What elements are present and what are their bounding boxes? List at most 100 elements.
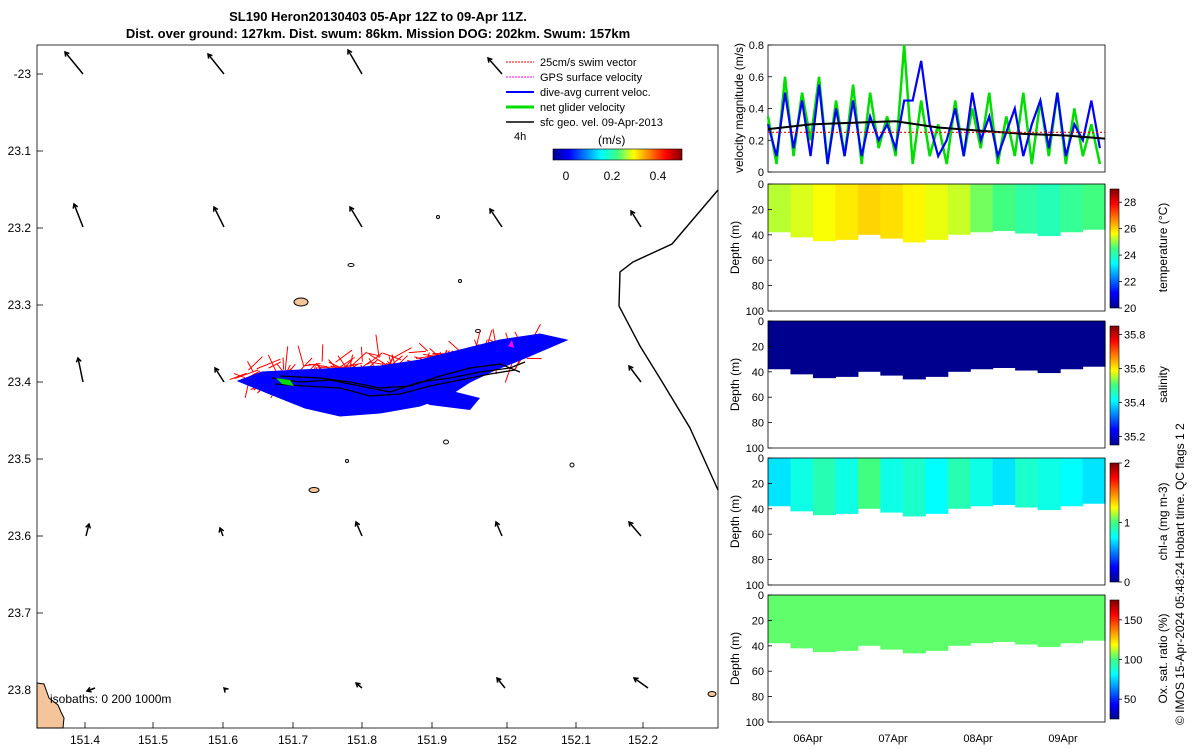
section-y-tick-label: 60: [752, 666, 764, 678]
section-data-block: [970, 184, 994, 233]
map-y-tick-label: 23.3: [8, 298, 32, 312]
section-data-block: [1060, 321, 1084, 370]
reef-island: [308, 487, 320, 493]
swim-vector: [408, 350, 427, 354]
swim-vector: [418, 342, 429, 352]
legend-label-geo: sfc geo. vel. 09-Apr-2013: [540, 117, 663, 129]
section-y-tick-label: 60: [752, 392, 764, 404]
section-data-block: [790, 321, 814, 375]
section-ylabel: Depth (m): [728, 358, 742, 411]
glider-track-line: [271, 361, 526, 393]
glider-track-line: [274, 369, 516, 397]
section-data-block: [1037, 321, 1061, 374]
geo-arrow: [207, 53, 225, 75]
section-data-block: [1015, 458, 1039, 508]
section-colorbar-label: chl-a (mg m-3): [1156, 482, 1170, 560]
section-data-block: [1082, 184, 1106, 230]
section-data-block: [925, 184, 949, 240]
geo-arrow-head: [354, 682, 361, 688]
map-y-tick-label: 23.8: [8, 683, 32, 697]
section-y-tick-label: 80: [752, 692, 764, 704]
section-data-block: [1082, 595, 1106, 641]
section-axis-box: [767, 594, 1106, 723]
swim-vector: [350, 351, 367, 367]
section-axis-box: [767, 457, 1106, 586]
geo-arrow-head: [207, 52, 213, 59]
section-data-block: [902, 184, 926, 243]
geo-arrow-head: [75, 356, 82, 363]
colorbar-tick-label: 1: [1124, 518, 1130, 530]
map-x-tick-label: 151.4: [70, 733, 100, 747]
swim-vector: [267, 354, 278, 374]
section-data-block: [925, 321, 949, 377]
legend-label-current: dive-avg current veloc.: [540, 87, 651, 99]
swim-vector: [247, 361, 254, 373]
geo-arrow: [489, 208, 503, 228]
geo-arrow: [77, 357, 84, 383]
map-x-tick-label: 151.6: [208, 733, 238, 747]
section-panel: 0 20 40 60 80 100 Depth (m) 20 22 24 26 28 temperatu…: [728, 179, 1170, 318]
colorbar-tick-label: 35.2: [1124, 432, 1145, 444]
section-y-tick-label: 20: [752, 615, 764, 627]
section-y-tick-label: 60: [752, 255, 764, 267]
geo-arrow: [633, 677, 649, 689]
section-data-block: [857, 321, 881, 372]
colorbar-tick-label: 0: [1124, 577, 1130, 589]
reef-outline: [436, 215, 440, 219]
colorbar-tick-label: 26: [1124, 224, 1136, 236]
glider-track-line: [279, 363, 521, 389]
reef-outline: [443, 439, 449, 445]
date-tick-label: 09Apr: [1048, 733, 1078, 745]
section-y-tick-label: 0: [758, 179, 764, 191]
colorbar-tick-label: 28: [1124, 197, 1136, 209]
velocity-y-tick-label: 0: [758, 167, 764, 179]
geo-arrow-head: [494, 520, 501, 527]
section-data-block: [790, 184, 814, 238]
colorbar-tick-label: 100: [1124, 655, 1142, 667]
section-data-block: [1037, 458, 1061, 511]
legend-label-swim: 25cm/s swim vector: [540, 57, 637, 69]
coastline-east: [618, 189, 719, 491]
section-data-block: [812, 184, 836, 242]
section-y-tick-label: 60: [752, 529, 764, 541]
swim-vector: [284, 346, 289, 370]
section-y-tick-label: 100: [746, 306, 764, 318]
section-data-block: [1082, 321, 1106, 367]
section-data-block: [970, 595, 994, 644]
section-data-block: [947, 595, 971, 646]
reef-outline: [475, 329, 481, 333]
geo-arrow-head: [628, 364, 634, 371]
glider-track: [271, 361, 526, 397]
map-x-tick-label: 152.1: [561, 733, 591, 747]
geo-arrow: [85, 523, 90, 537]
map-y-tick-label: 23.5: [8, 452, 32, 466]
section-y-tick-label: 0: [758, 590, 764, 602]
map-y-tick-label: 23.4: [8, 375, 32, 389]
reef-island: [707, 691, 717, 697]
legend-item-net: net glider velocity: [506, 102, 625, 114]
section-data-block: [1037, 595, 1061, 648]
colorbar-tick: 0: [563, 169, 570, 183]
net-velocity-patch: [276, 378, 294, 386]
geo-arrow: [349, 206, 363, 228]
section-data-block: [790, 595, 814, 649]
map-x-ticks: 151.4 151.5 151.6 151.7 151.8 151.9 152 152.1 15…: [70, 722, 658, 747]
swim-vector: [256, 358, 281, 370]
section-data-block: [857, 184, 881, 235]
geo-arrow: [347, 49, 363, 75]
section-data-block: [970, 321, 994, 370]
date-tick-label: 06Apr: [793, 733, 823, 745]
section-data-block: [1060, 184, 1084, 233]
section-axis-box: [767, 320, 1106, 449]
section-data-block: [925, 458, 949, 514]
swim-vector: [366, 352, 381, 357]
section-data-block: [992, 184, 1016, 231]
section-data-block: [880, 595, 904, 650]
map-y-tick-label: 23.1: [8, 144, 32, 158]
map-y-ticks: -23 23.1 23.2 23.3 23.4 23.5 23.6 23.7 23.8: [8, 67, 43, 697]
legend-item-swim: 25cm/s swim vector: [506, 57, 637, 69]
section-data-block: [768, 458, 792, 507]
section-data-block: [880, 458, 904, 513]
section-y-tick-label: 40: [752, 504, 764, 516]
